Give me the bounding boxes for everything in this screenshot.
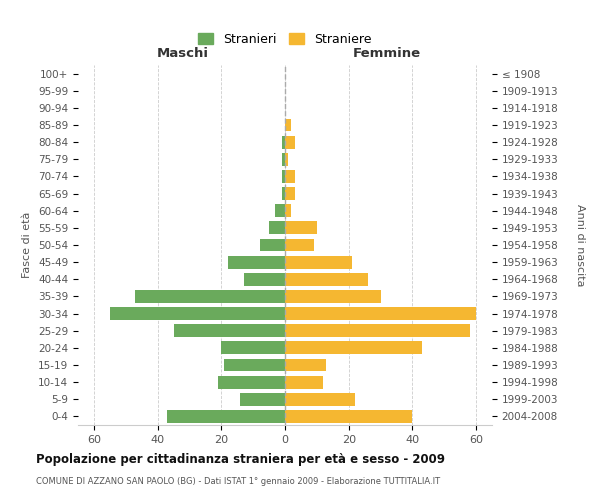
Text: Popolazione per cittadinanza straniera per età e sesso - 2009: Popolazione per cittadinanza straniera p… (36, 452, 445, 466)
Bar (260, 238, 285, 252)
Bar (285, 307, 476, 320)
Bar (285, 410, 412, 423)
Bar (285, 136, 295, 148)
Bar (136, 290, 285, 303)
Bar (285, 238, 314, 252)
Bar (244, 273, 285, 285)
Bar (110, 307, 285, 320)
Bar (285, 153, 288, 166)
Bar (241, 393, 285, 406)
Bar (282, 170, 285, 183)
Legend: Stranieri, Straniere: Stranieri, Straniere (193, 28, 377, 51)
Bar (167, 410, 285, 423)
Bar (282, 153, 285, 166)
Bar (285, 187, 295, 200)
Bar (285, 222, 317, 234)
Bar (282, 136, 285, 148)
Text: Maschi: Maschi (157, 47, 209, 60)
Bar (285, 342, 422, 354)
Text: COMUNE DI AZZANO SAN PAOLO (BG) - Dati ISTAT 1° gennaio 2009 - Elaborazione TUTT: COMUNE DI AZZANO SAN PAOLO (BG) - Dati I… (36, 478, 440, 486)
Bar (285, 324, 470, 337)
Bar (285, 118, 292, 132)
Bar (282, 187, 285, 200)
Bar (218, 376, 285, 388)
Bar (285, 273, 368, 285)
Bar (285, 256, 352, 268)
Bar (285, 358, 326, 372)
Bar (285, 393, 355, 406)
Bar (285, 376, 323, 388)
Y-axis label: Anni di nascita: Anni di nascita (575, 204, 585, 286)
Bar (227, 256, 285, 268)
Bar (173, 324, 285, 337)
Bar (285, 290, 380, 303)
Text: Femmine: Femmine (353, 47, 421, 60)
Bar (269, 222, 285, 234)
Y-axis label: Fasce di età: Fasce di età (22, 212, 32, 278)
Bar (221, 342, 285, 354)
Bar (285, 204, 292, 217)
Bar (275, 204, 285, 217)
Bar (285, 170, 295, 183)
Bar (224, 358, 285, 372)
